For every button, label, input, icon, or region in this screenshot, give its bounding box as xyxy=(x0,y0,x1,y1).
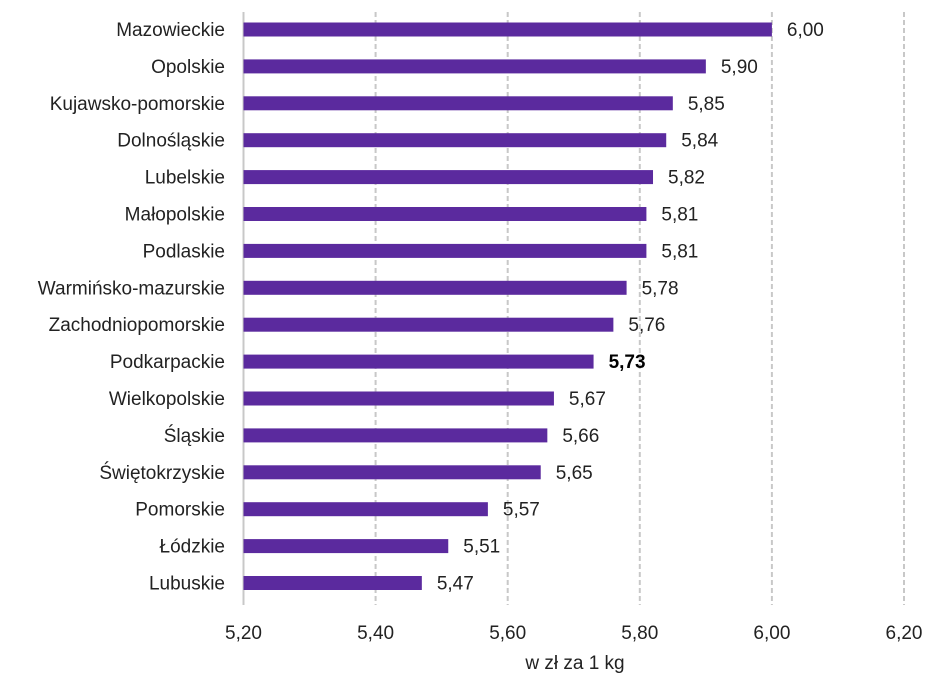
data-label: 5,76 xyxy=(628,315,665,336)
category-label: Podkarpackie xyxy=(110,352,225,373)
bar xyxy=(243,59,706,74)
bar xyxy=(243,317,614,332)
bar xyxy=(243,465,541,480)
value-labels: 6,00 5,90 5,85 5,84 5,82 5,81 5,81 5,78 5,76 5,73… xyxy=(437,20,824,595)
bar xyxy=(243,96,673,111)
bar xyxy=(243,133,667,148)
category-label: Wielkopolskie xyxy=(109,389,225,410)
category-label: Pomorskie xyxy=(135,500,225,521)
x-axis-ticks: 5,20 5,40 5,60 5,80 6,00 6,20 xyxy=(225,623,922,644)
data-label: 5,84 xyxy=(681,131,718,152)
x-tick-label: 5,20 xyxy=(225,623,262,644)
data-label: 5,82 xyxy=(668,168,705,189)
bars xyxy=(243,22,772,590)
bar xyxy=(243,539,449,554)
data-label: 5,85 xyxy=(688,94,725,115)
x-tick-label: 6,00 xyxy=(753,623,790,644)
data-label: 5,47 xyxy=(437,574,474,595)
bar xyxy=(243,207,647,221)
x-tick-label: 6,20 xyxy=(886,623,923,644)
data-label: 5,78 xyxy=(642,278,679,299)
category-label: Lubuskie xyxy=(149,574,225,595)
data-label: 5,67 xyxy=(569,389,606,410)
bar xyxy=(243,170,654,185)
bar xyxy=(243,576,422,590)
x-tick-label: 5,60 xyxy=(489,623,526,644)
bar xyxy=(243,354,594,369)
category-label: Małopolskie xyxy=(125,205,225,226)
category-label: Podlaskie xyxy=(143,241,225,262)
x-axis-title: w zł za 1 kg xyxy=(524,653,624,673)
category-label: Mazowieckie xyxy=(116,20,225,41)
data-label: 5,81 xyxy=(661,205,698,226)
data-label: 6,00 xyxy=(787,20,824,41)
data-label: 5,51 xyxy=(463,537,500,558)
x-tick-label: 5,40 xyxy=(357,623,394,644)
bar xyxy=(243,502,488,517)
data-label: 5,57 xyxy=(503,500,540,521)
category-label: Śląskie xyxy=(164,425,225,447)
data-label: 5,73 xyxy=(609,352,646,373)
data-label: 5,81 xyxy=(661,241,698,262)
category-label: Warmińsko-mazurskie xyxy=(38,278,225,299)
category-label: Świętokrzyskie xyxy=(99,462,225,484)
category-label: Lubelskie xyxy=(145,168,225,189)
data-label: 5,90 xyxy=(721,57,758,78)
bar xyxy=(243,22,772,37)
category-label: Zachodniopomorskie xyxy=(49,315,225,336)
bar xyxy=(243,391,554,406)
data-label: 5,65 xyxy=(556,463,593,484)
category-label: Łódzkie xyxy=(160,537,226,558)
category-label: Kujawsko-pomorskie xyxy=(50,94,225,115)
category-labels: Mazowieckie Opolskie Kujawsko-pomorskie Dol… xyxy=(38,20,225,595)
bar xyxy=(243,243,647,258)
bar xyxy=(243,280,627,295)
category-label: Dolnośląskie xyxy=(117,131,225,152)
bar xyxy=(243,428,548,443)
data-label: 5,66 xyxy=(562,426,599,447)
category-label: Opolskie xyxy=(151,57,225,78)
x-tick-label: 5,80 xyxy=(621,623,658,644)
